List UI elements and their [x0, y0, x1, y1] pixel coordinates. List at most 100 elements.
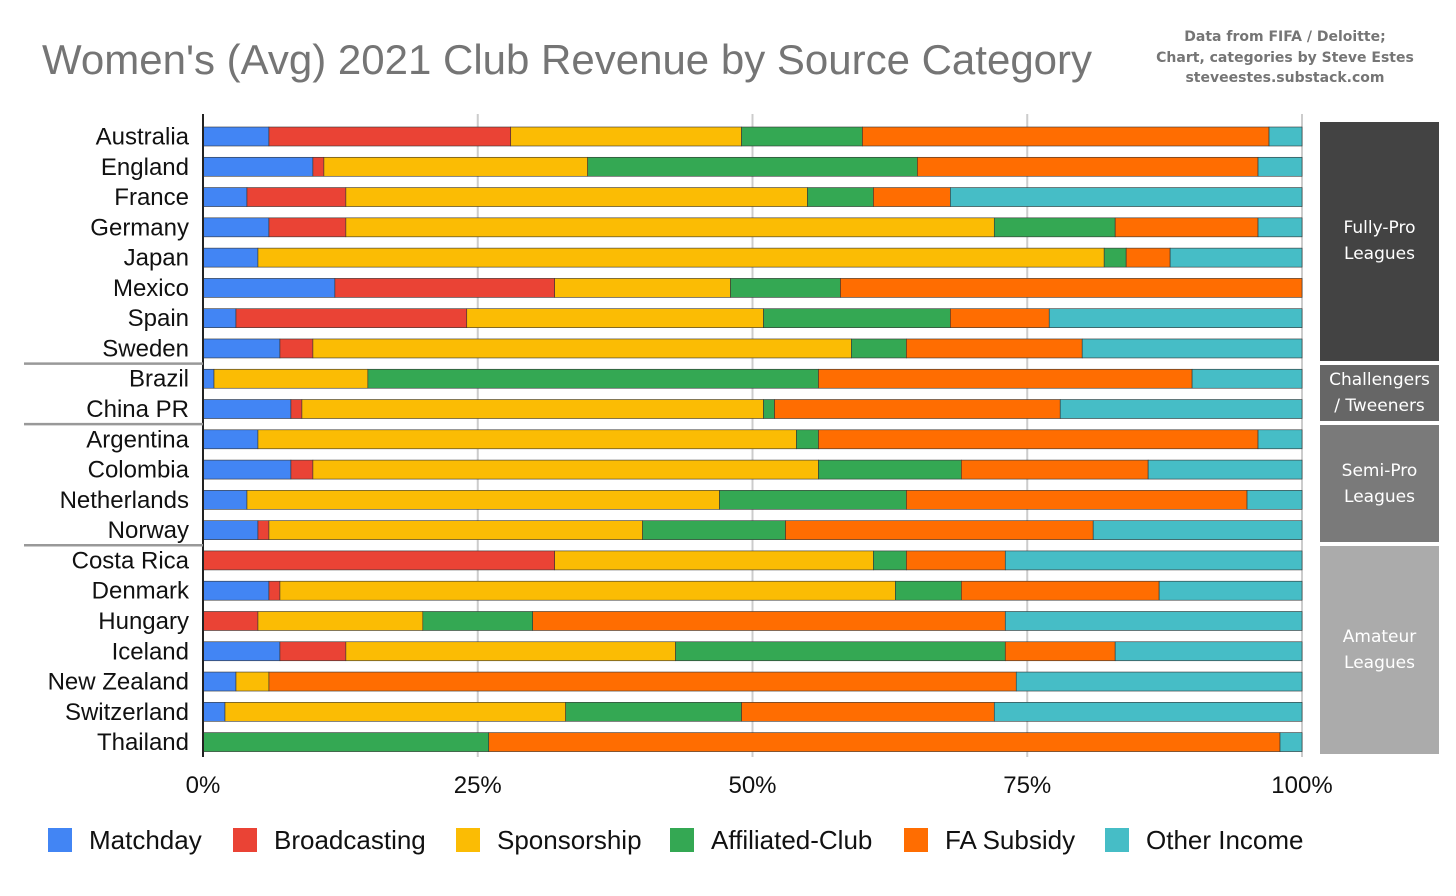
bar-segment: [818, 368, 1193, 389]
x-tick-label: 0%: [186, 772, 221, 799]
category-label: Thailand: [97, 729, 189, 756]
legend-label: Affiliated-Club: [711, 825, 872, 855]
bar-segment: [906, 550, 1006, 571]
bar-segment: [202, 187, 248, 207]
bar-segment: [279, 338, 314, 359]
bar-segment: [422, 611, 533, 631]
bar-segment: [202, 580, 270, 601]
bar-segment: [818, 429, 1259, 450]
category-label: Brazil: [129, 366, 189, 393]
category-labels: Australia England France Germany Japan Mexico…: [48, 124, 190, 757]
bar-segment: [301, 399, 764, 419]
bar-segment: [257, 247, 1105, 268]
category-label: Iceland: [112, 638, 189, 665]
credit-line-1: Data from FIFA / Deloitte;: [1184, 29, 1386, 45]
bar-segment: [202, 278, 336, 298]
bar-segment: [279, 641, 347, 662]
bar-segment: [1103, 247, 1127, 268]
bar-segment: [268, 217, 347, 238]
category-label: Germany: [90, 214, 189, 241]
legend-label: Matchday: [89, 825, 202, 855]
axes: 0% 25% 50% 75% 100%: [24, 114, 1333, 799]
category-label: Colombia: [88, 457, 190, 484]
league-group-box: Challengers / Tweeners: [1320, 364, 1439, 422]
bar-segment: [367, 368, 819, 389]
bar-segment: [246, 187, 347, 207]
bar-segment: [1114, 641, 1303, 662]
bar-segment: [917, 156, 1259, 177]
bar-segment: [993, 217, 1116, 238]
category-label: Argentina: [86, 426, 189, 453]
legend-swatch: [1105, 828, 1129, 852]
bar-segment: [334, 278, 555, 298]
bar-segment: [202, 550, 555, 571]
bar-segment: [1004, 611, 1303, 631]
bar-segment: [1015, 671, 1303, 692]
legend-swatch: [904, 828, 928, 852]
league-group-label: Semi-Pro: [1341, 460, 1418, 481]
bar-segment: [510, 126, 742, 147]
bar-segment: [1092, 520, 1303, 540]
bar-segment: [202, 156, 314, 177]
bar-segment: [1125, 247, 1171, 268]
bar-segment: [268, 520, 643, 540]
bar-segment: [202, 368, 215, 389]
bar-segment: [202, 732, 490, 752]
legend: Matchday Broadcasting Sponsorship Affiliate…: [48, 825, 1304, 855]
bar-segment: [246, 490, 720, 510]
bars: [202, 126, 1303, 752]
bar-segment: [1257, 156, 1303, 177]
legend-label: Sponsorship: [497, 825, 642, 855]
bar-segment: [1268, 126, 1303, 147]
x-tick-label: 50%: [728, 772, 776, 799]
bar-segment: [741, 126, 863, 147]
legend-label: FA Subsidy: [945, 825, 1075, 855]
category-label: Denmark: [92, 578, 190, 605]
league-group-label: Leagues: [1344, 244, 1415, 265]
legend-swatch: [233, 828, 257, 852]
bar-segment: [906, 338, 1083, 359]
bar-segment: [202, 611, 259, 631]
bar-segment: [642, 520, 786, 540]
legend-swatch: [48, 828, 72, 852]
category-label: England: [101, 154, 189, 181]
bar-segment: [345, 217, 995, 238]
bar-segment: [741, 702, 995, 722]
bar-segment: [1059, 399, 1303, 419]
bar-segment: [895, 580, 962, 601]
legend-label: Broadcasting: [274, 825, 426, 855]
bar-segment: [961, 580, 1160, 601]
category-label: Japan: [124, 245, 189, 272]
league-group-label: Challengers: [1329, 369, 1430, 390]
bar-segment: [268, 126, 512, 147]
legend-label: Other Income: [1146, 825, 1304, 855]
bar-segment: [202, 429, 259, 450]
bar-segment: [323, 156, 588, 177]
bar-segment: [961, 459, 1149, 480]
bar-segment: [818, 459, 962, 480]
bar-segment: [1246, 490, 1303, 510]
league-group-label: Leagues: [1344, 653, 1415, 674]
bar-segment: [345, 187, 808, 207]
bar-segment: [1114, 217, 1259, 238]
bar-segment: [1257, 429, 1303, 450]
bar-segment: [202, 247, 259, 268]
category-label: Costa Rica: [72, 547, 190, 574]
bar-segment: [1191, 368, 1303, 389]
bar-segment: [873, 187, 951, 207]
bar-segment: [796, 429, 819, 450]
bar-segment: [554, 278, 731, 298]
league-group-label: Fully-Pro: [1343, 218, 1416, 239]
bar-segment: [488, 732, 1281, 752]
bar-segment: [840, 278, 1303, 298]
bar-segment: [202, 399, 292, 419]
bar-segment: [719, 490, 907, 510]
chart-title: Women's (Avg) 2021 Club Revenue by Sourc…: [42, 36, 1093, 83]
bar-segment: [950, 187, 1303, 207]
category-label: New Zealand: [48, 669, 189, 696]
bar-segment: [235, 308, 468, 328]
bar-segment: [873, 550, 907, 571]
bar-segment: [257, 611, 424, 631]
category-label: Spain: [128, 305, 189, 332]
bar-segment: [290, 399, 303, 419]
